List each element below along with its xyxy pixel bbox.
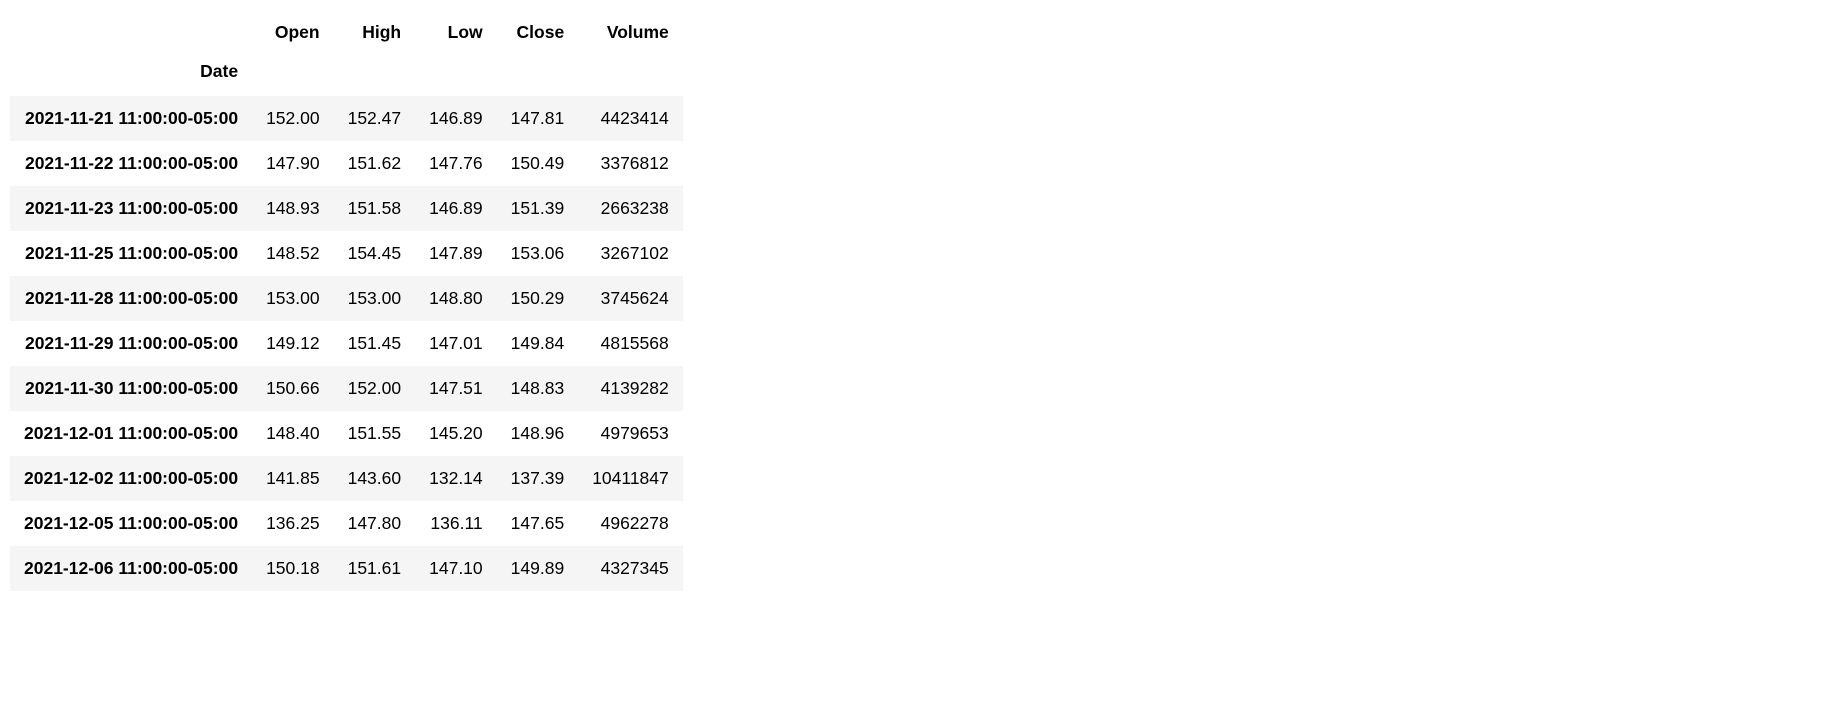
cell-high: 153.00 <box>334 276 416 321</box>
index-spacer <box>10 10 252 55</box>
cell-volume: 10411847 <box>578 456 683 501</box>
table-row: 2021-11-29 11:00:00-05:00149.12151.45147… <box>10 321 683 366</box>
cell-high: 151.58 <box>334 186 416 231</box>
cell-close: 147.81 <box>497 96 579 141</box>
row-header-date: 2021-12-05 11:00:00-05:00 <box>10 501 252 546</box>
cell-high: 147.80 <box>334 501 416 546</box>
cell-close: 150.29 <box>497 276 579 321</box>
row-header-date: 2021-11-28 11:00:00-05:00 <box>10 276 252 321</box>
cell-close: 150.49 <box>497 141 579 186</box>
cell-low: 132.14 <box>415 456 497 501</box>
cell-volume: 4327345 <box>578 546 683 591</box>
ohlc-table: Open High Low Close Volume Date 2021-11-… <box>10 10 683 591</box>
row-header-date: 2021-11-30 11:00:00-05:00 <box>10 366 252 411</box>
cell-close: 153.06 <box>497 231 579 276</box>
cell-high: 151.62 <box>334 141 416 186</box>
table-row: 2021-12-06 11:00:00-05:00150.18151.61147… <box>10 546 683 591</box>
cell-close: 149.84 <box>497 321 579 366</box>
cell-low: 146.89 <box>415 186 497 231</box>
column-header-row: Open High Low Close Volume <box>10 10 683 55</box>
table-header: Open High Low Close Volume Date <box>10 10 683 96</box>
cell-volume: 2663238 <box>578 186 683 231</box>
table-body: 2021-11-21 11:00:00-05:00152.00152.47146… <box>10 96 683 591</box>
col-header-volume: Volume <box>578 10 683 55</box>
cell-open: 148.52 <box>252 231 334 276</box>
cell-open: 136.25 <box>252 501 334 546</box>
cell-volume: 4423414 <box>578 96 683 141</box>
col-header-high: High <box>334 10 416 55</box>
cell-close: 148.83 <box>497 366 579 411</box>
cell-low: 147.10 <box>415 546 497 591</box>
cell-high: 154.45 <box>334 231 416 276</box>
cell-low: 145.20 <box>415 411 497 456</box>
table-row: 2021-11-30 11:00:00-05:00150.66152.00147… <box>10 366 683 411</box>
cell-high: 143.60 <box>334 456 416 501</box>
col-header-open: Open <box>252 10 334 55</box>
cell-low: 148.80 <box>415 276 497 321</box>
cell-open: 153.00 <box>252 276 334 321</box>
table-row: 2021-12-01 11:00:00-05:00148.40151.55145… <box>10 411 683 456</box>
row-header-date: 2021-11-22 11:00:00-05:00 <box>10 141 252 186</box>
cell-volume: 4979653 <box>578 411 683 456</box>
cell-low: 147.76 <box>415 141 497 186</box>
cell-high: 152.00 <box>334 366 416 411</box>
row-header-date: 2021-12-01 11:00:00-05:00 <box>10 411 252 456</box>
cell-low: 147.51 <box>415 366 497 411</box>
cell-close: 151.39 <box>497 186 579 231</box>
cell-volume: 3376812 <box>578 141 683 186</box>
index-label: Date <box>10 55 252 96</box>
cell-open: 152.00 <box>252 96 334 141</box>
cell-open: 148.93 <box>252 186 334 231</box>
cell-high: 151.45 <box>334 321 416 366</box>
cell-open: 150.66 <box>252 366 334 411</box>
table-row: 2021-11-28 11:00:00-05:00153.00153.00148… <box>10 276 683 321</box>
cell-close: 149.89 <box>497 546 579 591</box>
cell-open: 147.90 <box>252 141 334 186</box>
cell-close: 148.96 <box>497 411 579 456</box>
table-row: 2021-12-02 11:00:00-05:00141.85143.60132… <box>10 456 683 501</box>
cell-volume: 4962278 <box>578 501 683 546</box>
table-row: 2021-11-25 11:00:00-05:00148.52154.45147… <box>10 231 683 276</box>
cell-low: 147.01 <box>415 321 497 366</box>
row-header-date: 2021-12-02 11:00:00-05:00 <box>10 456 252 501</box>
cell-close: 137.39 <box>497 456 579 501</box>
cell-open: 149.12 <box>252 321 334 366</box>
cell-volume: 3745624 <box>578 276 683 321</box>
cell-high: 152.47 <box>334 96 416 141</box>
cell-volume: 3267102 <box>578 231 683 276</box>
cell-volume: 4139282 <box>578 366 683 411</box>
cell-low: 146.89 <box>415 96 497 141</box>
table-row: 2021-12-05 11:00:00-05:00136.25147.80136… <box>10 501 683 546</box>
cell-high: 151.61 <box>334 546 416 591</box>
cell-open: 150.18 <box>252 546 334 591</box>
row-header-date: 2021-11-29 11:00:00-05:00 <box>10 321 252 366</box>
row-header-date: 2021-11-23 11:00:00-05:00 <box>10 186 252 231</box>
cell-volume: 4815568 <box>578 321 683 366</box>
col-header-low: Low <box>415 10 497 55</box>
table-row: 2021-11-21 11:00:00-05:00152.00152.47146… <box>10 96 683 141</box>
cell-low: 147.89 <box>415 231 497 276</box>
cell-open: 141.85 <box>252 456 334 501</box>
col-header-close: Close <box>497 10 579 55</box>
table-row: 2021-11-23 11:00:00-05:00148.93151.58146… <box>10 186 683 231</box>
cell-close: 147.65 <box>497 501 579 546</box>
row-header-date: 2021-11-21 11:00:00-05:00 <box>10 96 252 141</box>
cell-low: 136.11 <box>415 501 497 546</box>
row-header-date: 2021-11-25 11:00:00-05:00 <box>10 231 252 276</box>
table-row: 2021-11-22 11:00:00-05:00147.90151.62147… <box>10 141 683 186</box>
cell-high: 151.55 <box>334 411 416 456</box>
row-header-date: 2021-12-06 11:00:00-05:00 <box>10 546 252 591</box>
index-label-row: Date <box>10 55 683 96</box>
cell-open: 148.40 <box>252 411 334 456</box>
